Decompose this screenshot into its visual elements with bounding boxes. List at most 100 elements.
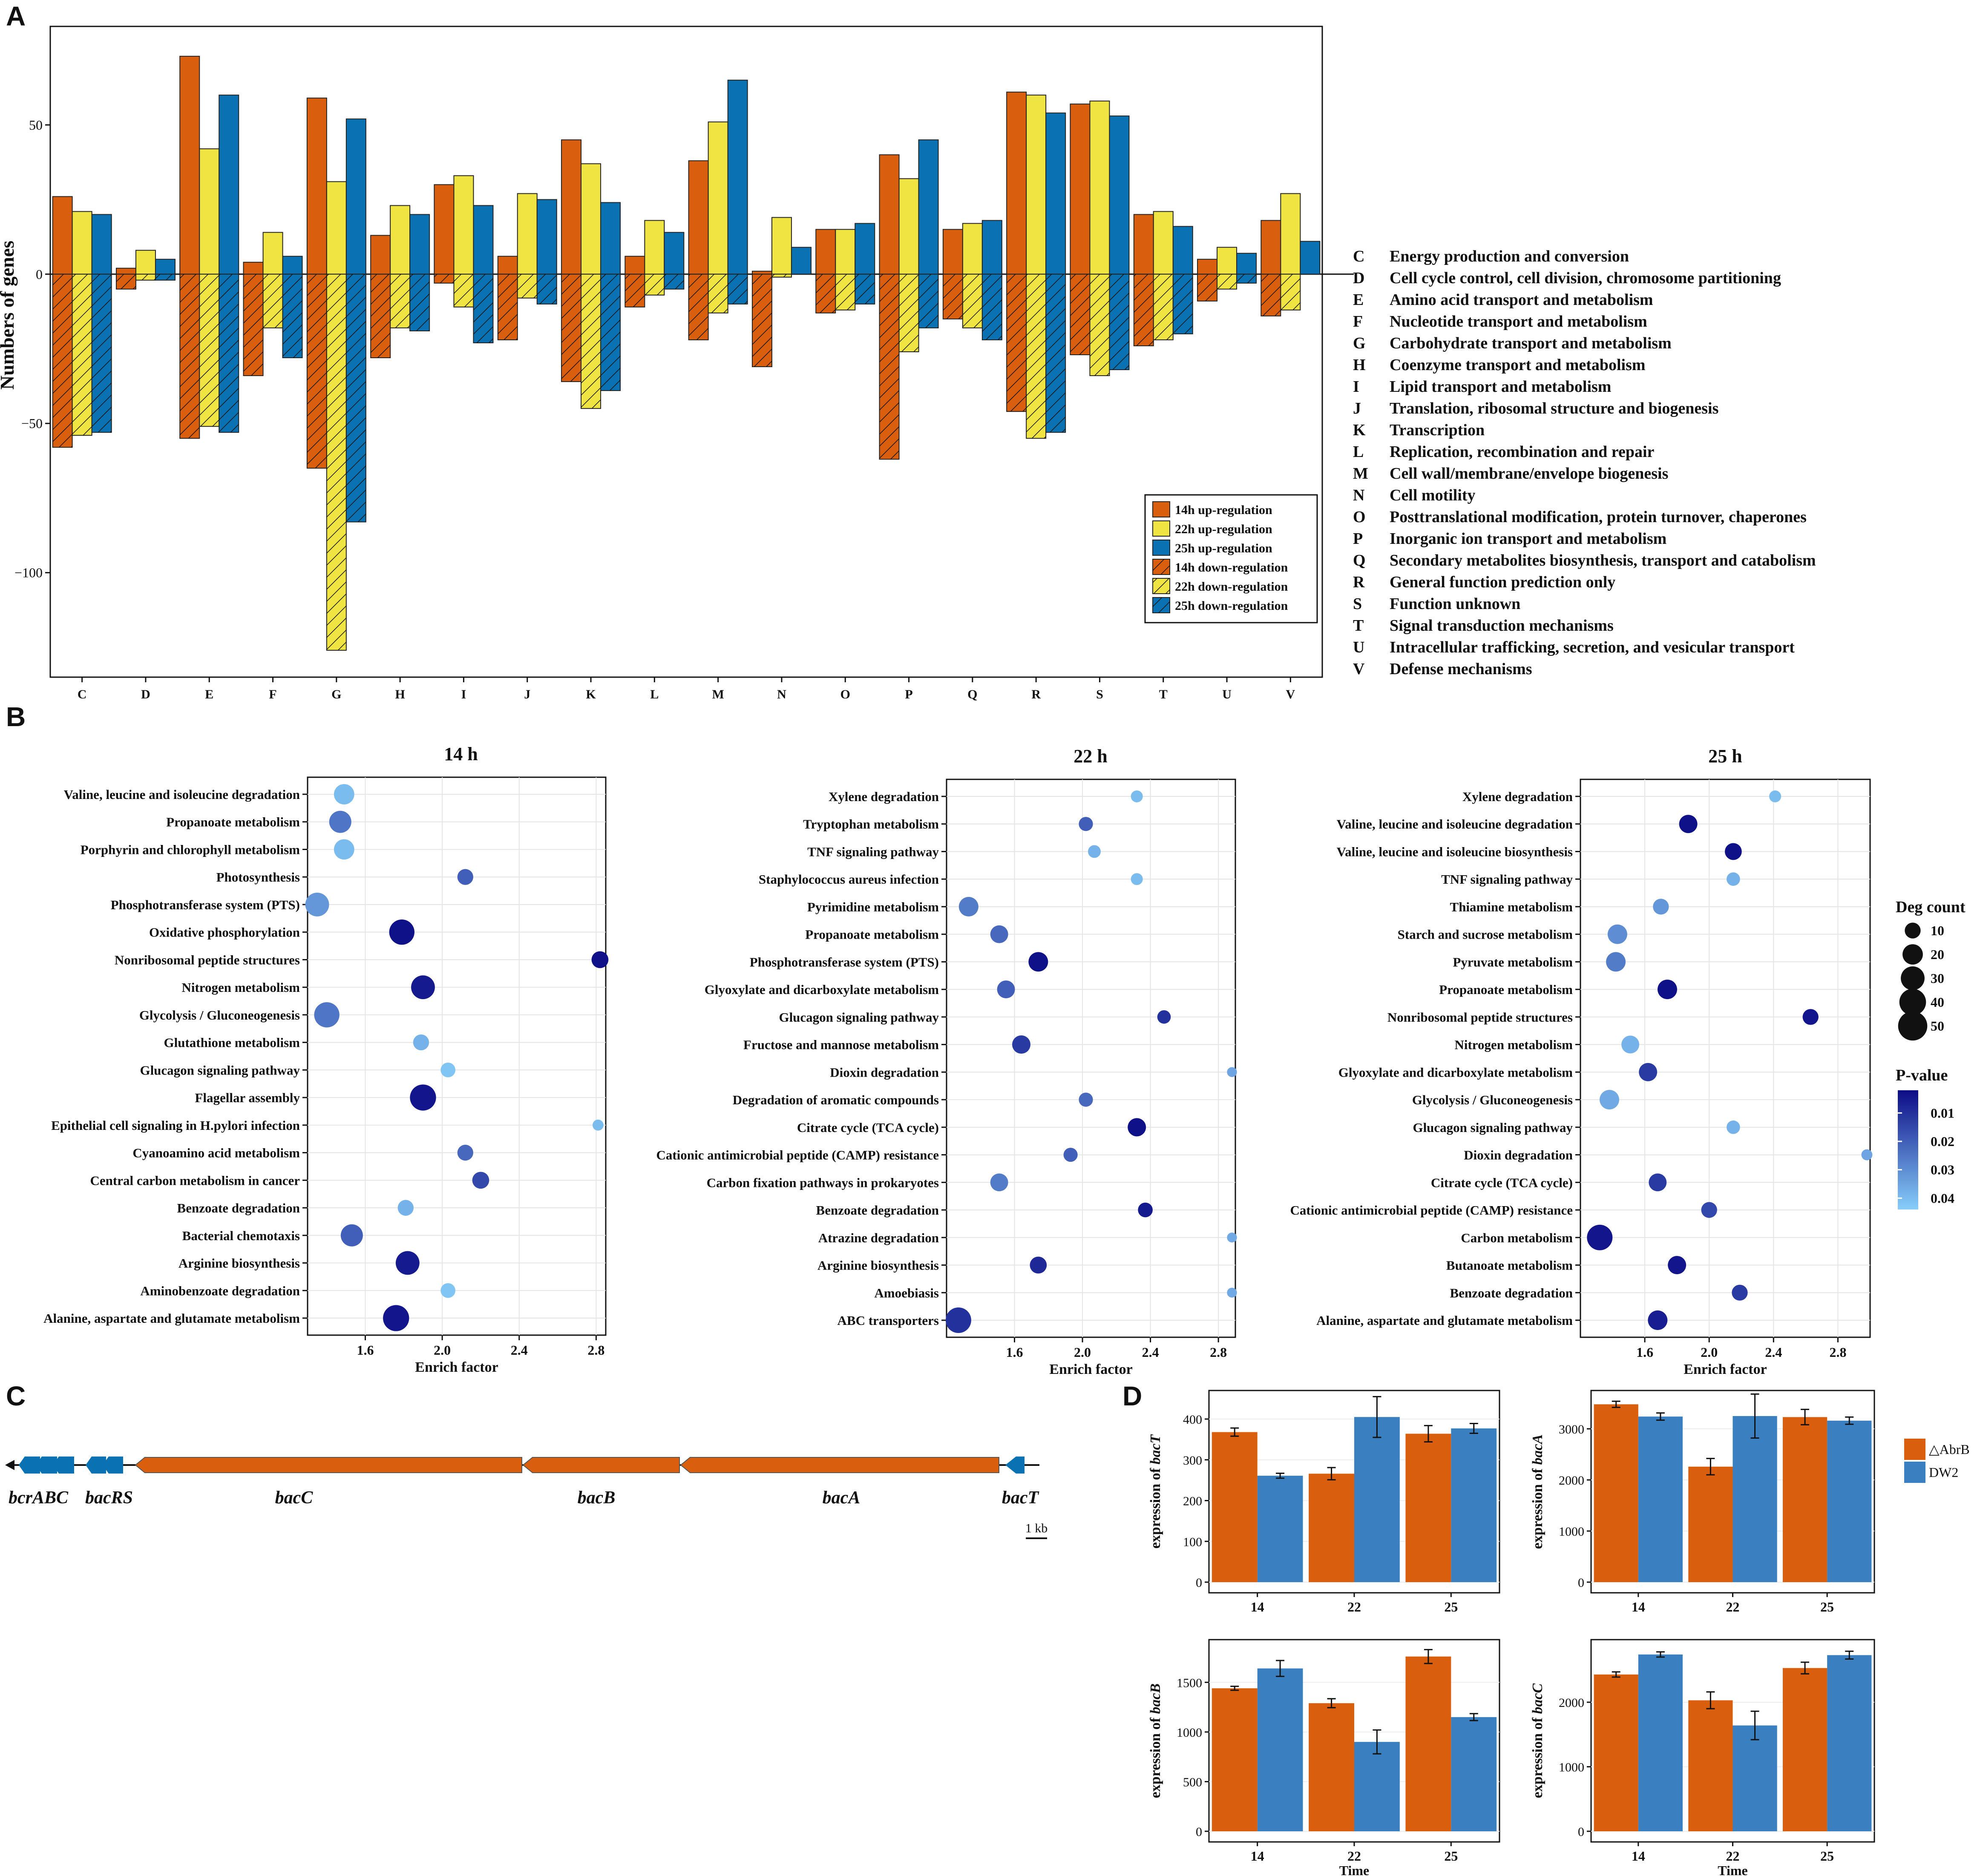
- enrich-point: [395, 1251, 420, 1275]
- bar-down-hatch-h25-H: [410, 274, 430, 331]
- bar-down-hatch-h14-E: [180, 274, 200, 439]
- bar-down-hatch-h14-T: [1134, 274, 1154, 346]
- enrich-term-label: Bacterial chemotaxis: [182, 1228, 300, 1243]
- bar-up-h14-S: [1070, 103, 1091, 275]
- enrich-point: [1012, 1035, 1030, 1054]
- enrich-term-label: Nonribosomal peptide structures: [115, 952, 300, 967]
- bar-up-h22-S: [1089, 101, 1110, 275]
- enrich-term-label: Alanine, aspartate and glutamate metabol…: [43, 1311, 300, 1326]
- bar-up-h25-R: [1045, 112, 1066, 275]
- cog-code: U: [1353, 638, 1364, 656]
- enrich-term-label: Propanoate metabolism: [805, 927, 939, 942]
- panel-a-legend-box: [1144, 494, 1318, 623]
- bar-up-h14-R: [1006, 92, 1027, 275]
- bar-down-hatch-h22-J: [517, 274, 537, 298]
- bar-down-hatch-h14-O: [816, 274, 836, 313]
- expr-y-tick-label: 300: [1183, 1454, 1202, 1468]
- panel-a-legend-hatch: [1153, 598, 1170, 613]
- bar-up-h25-G: [345, 118, 366, 275]
- panel-a-y-label: Numbers of genes: [0, 241, 18, 390]
- deg-count-legend-dot: [1899, 988, 1926, 1016]
- enrich-point: [1088, 845, 1101, 858]
- expr-y-label-gene: bacC: [1530, 1683, 1545, 1714]
- bar-up-h14-L: [625, 256, 645, 275]
- panel-d-legend: △AbrB DW2: [1904, 1439, 1970, 1483]
- expr-y-tick-label: 0: [1578, 1825, 1584, 1839]
- bar-down-hatch-h22-O: [835, 274, 855, 310]
- panel-a-y-tick-label: −50: [21, 416, 43, 431]
- expr-y-tick-label: 2000: [1559, 1474, 1584, 1488]
- bar-up-h25-E: [219, 95, 239, 275]
- enrich-point: [472, 1172, 489, 1189]
- enrich-point: [383, 1305, 409, 1331]
- cog-description: Energy production and conversion: [1390, 247, 1629, 265]
- enrich-term-label: Epithelial cell signaling in H.pylori in…: [51, 1118, 300, 1133]
- bar-down-hatch-h14-C: [52, 274, 72, 448]
- enrich-point: [329, 810, 351, 833]
- bar-down-hatch-h14-D: [116, 274, 136, 289]
- enrich-point: [1607, 924, 1627, 944]
- enrich-point: [1600, 1090, 1619, 1110]
- panel-d-expression-bars: 0 100 200 300 400 14 22 25 expression of bacT 0 10…: [1148, 1390, 1875, 1876]
- bar-up-h22-T: [1153, 211, 1174, 275]
- bar-up-h14-Q: [942, 229, 963, 275]
- bar-up-h14-N: [751, 270, 772, 275]
- enrich-point: [997, 980, 1015, 999]
- enrich-point: [1079, 817, 1093, 831]
- enrich-point: [411, 975, 435, 1000]
- bar-up-h14-H: [370, 235, 391, 275]
- enrich-point: [1701, 1202, 1717, 1218]
- bar-down-hatch-h22-R: [1026, 274, 1046, 439]
- cog-code: M: [1353, 465, 1368, 483]
- panel-b-enrichment-plots: 14 h 1.6 2.0 2.4 2.8 Valine, leucine and isol…: [43, 744, 1873, 1377]
- enrich-term-label: Pyrimidine metabolism: [807, 899, 939, 914]
- enrich-point: [990, 925, 1008, 943]
- expr-y-label: expression of bacC: [1530, 1683, 1545, 1798]
- enrich-term-label: Porphyrin and chlorophyll metabolism: [81, 842, 300, 857]
- cog-description: Coenzyme transport and metabolism: [1390, 356, 1646, 374]
- cog-code: C: [1353, 247, 1364, 265]
- expr-x-label: Time: [1339, 1863, 1370, 1876]
- cog-description: Lipid transport and metabolism: [1390, 378, 1611, 396]
- panel-a-x-tick-label: D: [141, 687, 150, 701]
- expr-bar-abrb-bacT-14: [1212, 1432, 1258, 1582]
- cog-description: Transcription: [1390, 421, 1485, 439]
- legend-swatch-dw2: [1904, 1462, 1925, 1483]
- enrich-point: [1157, 1010, 1171, 1024]
- bar-up-h14-J: [497, 256, 518, 275]
- bar-up-h22-G: [326, 181, 347, 275]
- expr-bar-dw2-bacC-22: [1732, 1725, 1777, 1831]
- bar-up-h25-Q: [981, 220, 1002, 275]
- enrich-point: [1639, 1063, 1658, 1081]
- enrich-point: [1649, 1173, 1667, 1192]
- panel-a-legend-hatch: [1153, 559, 1170, 575]
- enrich-term-label: ABC transporters: [837, 1313, 939, 1328]
- cog-category-list: C Energy production and conversion D Cell c…: [1353, 247, 1816, 678]
- expr-y-tick-label: 1500: [1177, 1676, 1202, 1690]
- bar-down-hatch-h25-J: [537, 274, 557, 304]
- enrich-x-label: Enrich factor: [1684, 1362, 1767, 1377]
- enrich-term-label: Dioxin degradation: [830, 1065, 939, 1080]
- expr-bar-dw2-bacT-25: [1451, 1428, 1497, 1582]
- expr-x-tick-label: 14: [1251, 1599, 1264, 1615]
- bar-down-hatch-h14-Q: [943, 274, 963, 319]
- enrich-plot-title: 22 h: [1073, 746, 1107, 767]
- bar-down-hatch-h22-S: [1090, 274, 1110, 376]
- bar-down-hatch-h14-K: [561, 274, 581, 382]
- cog-code: P: [1353, 530, 1363, 548]
- expr-x-tick-label: 25: [1820, 1848, 1834, 1864]
- panel-a-frame: [49, 26, 1323, 678]
- cog-code: O: [1353, 508, 1366, 526]
- pvalue-legend-title: P-value: [1896, 1066, 1948, 1084]
- bar-down-hatch-h22-K: [581, 274, 601, 409]
- enrich-x-tick-label: 2.8: [587, 1342, 604, 1358]
- enrich-term-label: Valine, leucine and isoleucine biosynthe…: [1337, 844, 1573, 859]
- bar-up-h14-I: [434, 184, 455, 275]
- enrich-point: [1587, 1224, 1613, 1250]
- bar-down-hatch-h25-M: [728, 274, 748, 304]
- enrich-term-label: Propanoate metabolism: [166, 815, 300, 830]
- expr-bar-dw2-bacT-22: [1354, 1417, 1400, 1582]
- bar-up-h22-L: [644, 220, 665, 275]
- enrich-term-label: Alanine, aspartate and glutamate metabol…: [1316, 1313, 1573, 1328]
